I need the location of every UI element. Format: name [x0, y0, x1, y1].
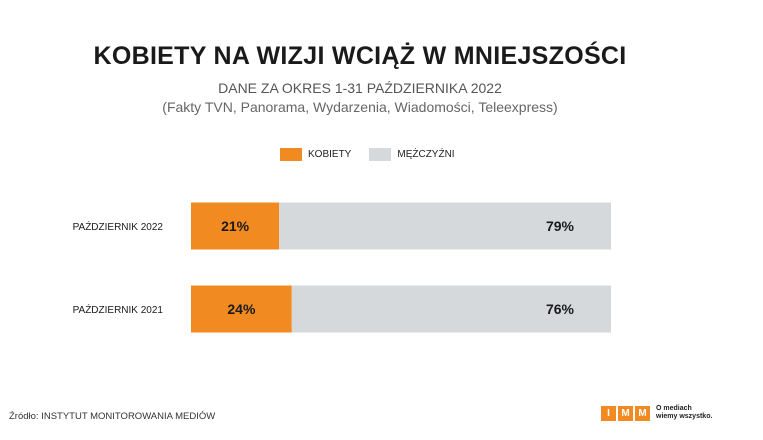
chart-title: KOBIETY NA WIZJI WCIĄŻ W MNIEJSZOŚCI — [93, 42, 627, 70]
source-note: Źródło: INSTYTUT MONITOROWANIA MEDIÓW — [9, 411, 216, 422]
legend-item-men: MĘŻCZYŹNI — [369, 148, 455, 161]
data-label-women: 24% — [227, 301, 256, 317]
logo-letter-m2: M — [635, 405, 650, 421]
logo-letter-i: I — [601, 405, 616, 421]
data-label-men: 76% — [546, 301, 575, 317]
legend-item-women: KOBIETY — [280, 148, 351, 161]
bar-segment-women — [191, 202, 280, 250]
chart-note: (Fakty TVN, Panorama, Wydarzenia, Wiadom… — [162, 99, 558, 115]
bar-segment-men — [279, 202, 611, 250]
legend: KOBIETY MĘŻCZYŹNI — [280, 148, 473, 161]
legend-swatch-women — [280, 148, 302, 161]
legend-label-women: KOBIETY — [308, 149, 352, 160]
logo-tagline: O mediach wiemy wszystko. — [656, 405, 712, 421]
category-label: PAŹDZIERNIK 2022 — [73, 220, 164, 233]
legend-swatch-men — [369, 148, 392, 161]
bar-segment-women — [191, 285, 292, 333]
data-label-women: 21% — [221, 218, 250, 234]
logo-tagline-line1: O mediach — [656, 405, 692, 412]
logo-letter-m1: M — [618, 405, 633, 421]
logo-tagline-line2: wiemy wszystko. — [656, 413, 713, 420]
data-label-men: 79% — [546, 218, 575, 234]
bar-segment-men — [291, 285, 611, 333]
category-label: PAŹDZIERNIK 2021 — [73, 303, 164, 316]
chart-subtitle: DANE ZA OKRES 1-31 PAŹDZIERNIKA 2022 — [218, 80, 502, 96]
imm-logo: I M M O mediach wiemy wszystko. — [601, 405, 712, 421]
legend-label-men: MĘŻCZYŹNI — [397, 149, 455, 160]
